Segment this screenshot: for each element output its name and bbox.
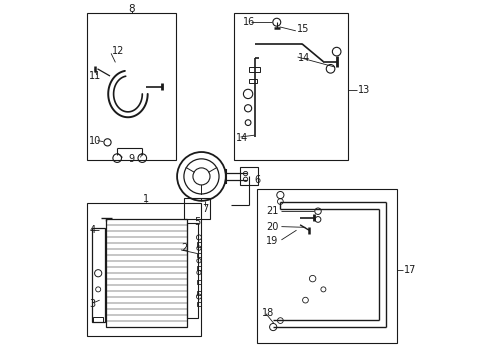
Bar [233,13,348,160]
Text: 15: 15 [296,24,308,35]
Bar [86,13,176,160]
Text: 2: 2 [182,243,187,253]
Text: 1: 1 [142,194,149,204]
Text: 14: 14 [235,133,247,143]
Text: 10: 10 [89,136,102,145]
Text: 7: 7 [202,204,208,214]
Text: 12: 12 [112,46,124,56]
Text: 6: 6 [254,175,260,185]
Text: 9: 9 [128,154,134,164]
Text: 3: 3 [89,299,96,309]
Bar [257,189,396,343]
Text: 11: 11 [89,71,102,81]
Text: 16: 16 [242,17,254,27]
Text: 17: 17 [403,265,416,275]
Bar [197,291,201,295]
Bar [197,280,201,284]
Bar [248,67,259,72]
Bar [187,223,198,318]
Text: 5: 5 [194,217,200,227]
Bar [197,266,201,270]
Bar [197,253,201,257]
Bar [240,167,258,185]
Bar [183,198,210,220]
Text: 4: 4 [89,225,96,235]
Text: 14: 14 [298,53,310,63]
Bar [197,242,201,247]
Bar [92,228,104,321]
Bar [106,220,187,327]
Bar [86,203,201,336]
Text: 20: 20 [265,222,278,231]
Text: 8: 8 [128,4,135,14]
Text: 19: 19 [266,236,278,246]
Text: 18: 18 [261,308,273,318]
Text: 21: 21 [265,206,278,216]
Bar [197,302,201,306]
Bar [93,317,103,322]
Text: 13: 13 [357,85,369,95]
Bar [248,79,256,83]
